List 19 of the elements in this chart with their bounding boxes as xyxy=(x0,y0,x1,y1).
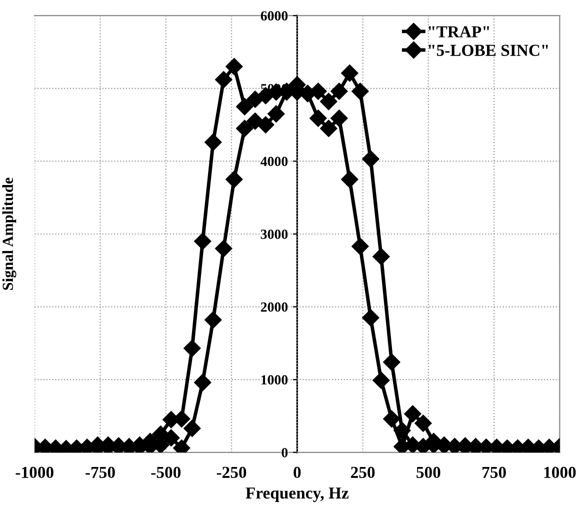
legend-label: "TRAP" xyxy=(428,26,490,38)
y-tick-label: 0 xyxy=(282,448,288,458)
y-tick-label: 2000 xyxy=(260,302,288,312)
x-tick-label: 0 xyxy=(294,466,301,478)
y-tick-label: 1000 xyxy=(261,375,288,385)
x-tick-label: 250 xyxy=(350,466,375,478)
x-tick-label: 750 xyxy=(482,466,506,478)
x-tick-label: 500 xyxy=(416,466,440,478)
x-tick-label: -750 xyxy=(86,466,115,478)
x-tick-label: 1000 xyxy=(544,466,576,478)
x-tick-label: -250 xyxy=(216,466,246,478)
x-axis-title: Frequency, Hz xyxy=(246,488,348,502)
x-tick-label: -1000 xyxy=(16,466,54,478)
y-axis-title: Signal Amplitude xyxy=(2,178,16,290)
y-tick-label: 4000 xyxy=(260,156,288,166)
x-tick-label: -500 xyxy=(151,466,181,478)
y-tick-label: 6000 xyxy=(260,11,288,21)
legend-label: "5-LOBE SINC" xyxy=(428,44,548,56)
y-tick-label: 3000 xyxy=(260,230,288,239)
